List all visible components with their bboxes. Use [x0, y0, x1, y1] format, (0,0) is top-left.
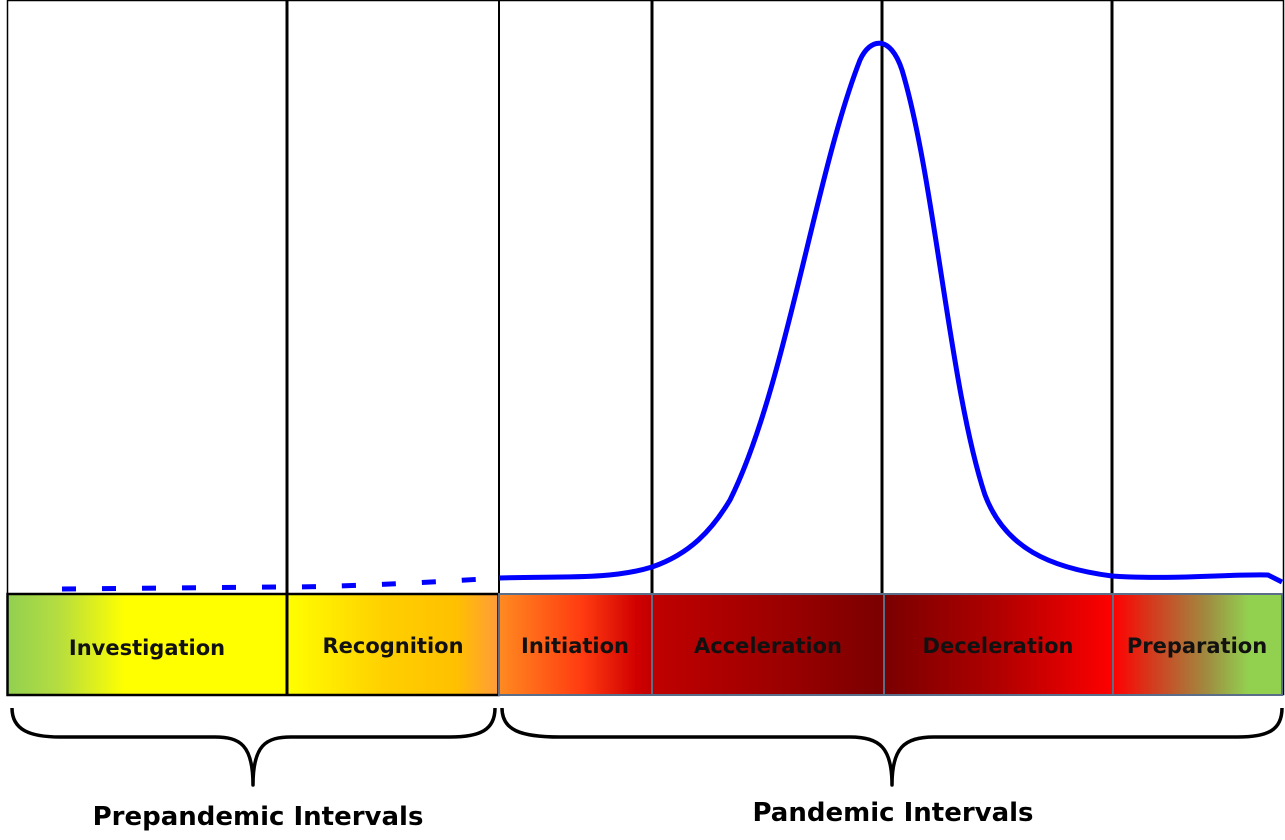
phase-label-investigation: Investigation: [69, 636, 225, 660]
phase-label-preparation: Preparation: [1127, 634, 1267, 658]
group-labels: Prepandemic Intervals Pandemic Intervals: [93, 798, 1034, 832]
prepandemic-brace: [10, 707, 497, 787]
pandemic-box-border: [498, 593, 1283, 696]
prepandemic-intervals-label: Prepandemic Intervals: [93, 802, 424, 832]
pandemic-epidemic-curve: [498, 40, 1284, 585]
pandemic-intervals-label: Pandemic Intervals: [752, 798, 1033, 828]
phase-box-recognition: [287, 594, 499, 695]
phase-box-preparation: [1113, 594, 1282, 695]
phase-label-deceleration: Deceleration: [923, 634, 1074, 658]
pandemic-brace: [500, 707, 1284, 787]
phase-labels: Investigation Recognition Initiation Acc…: [69, 634, 1267, 660]
phase-box-investigation: [8, 594, 287, 695]
phase-box-initiation: [499, 594, 652, 695]
phase-label-acceleration: Acceleration: [694, 634, 842, 658]
interval-dividers: [285, 0, 1114, 694]
phase-bar: [6, 592, 1283, 697]
phase-box-deceleration: [884, 594, 1113, 695]
prepandemic-dashed-curve: [61, 575, 500, 592]
phase-label-initiation: Initiation: [521, 634, 629, 658]
phase-label-recognition: Recognition: [322, 634, 463, 658]
phase-box-acceleration: [652, 594, 884, 695]
chart-frame: [6, 0, 1285, 696]
